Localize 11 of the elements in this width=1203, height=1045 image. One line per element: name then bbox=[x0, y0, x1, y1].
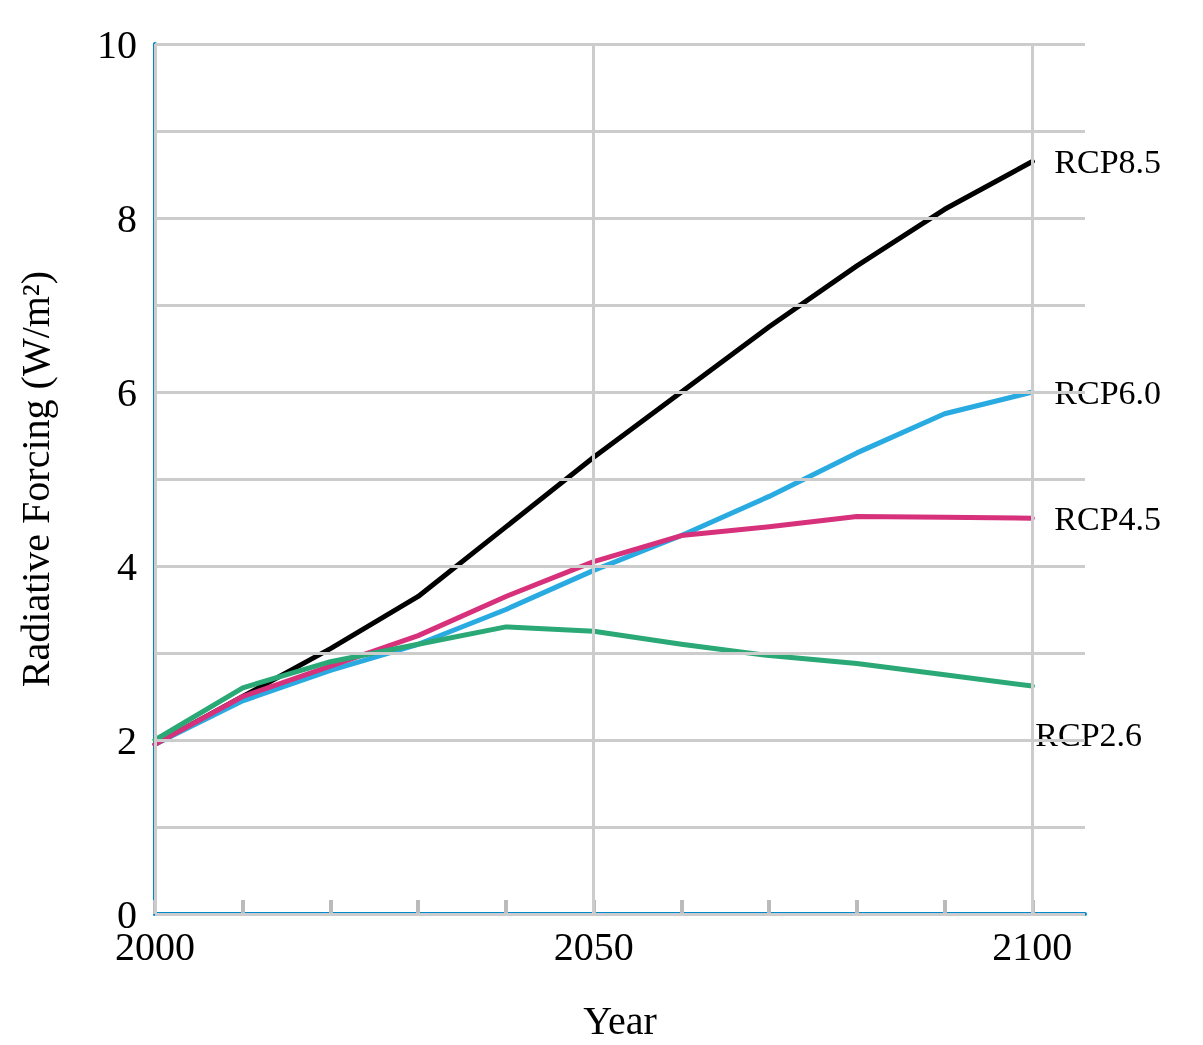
x-axis-title: Year bbox=[583, 997, 657, 1043]
y-tick-label: 8 bbox=[117, 195, 137, 241]
series-label: RCP4.5 bbox=[1054, 499, 1162, 537]
y-tick-label: 10 bbox=[97, 21, 137, 67]
x-tick-label: 2100 bbox=[992, 923, 1073, 969]
y-tick-label: 4 bbox=[117, 543, 137, 589]
y-tick-label: 2 bbox=[117, 717, 137, 763]
series-label: RCP8.5 bbox=[1054, 142, 1162, 180]
x-tick-label: 2050 bbox=[553, 923, 634, 969]
y-tick-label: 6 bbox=[117, 369, 137, 415]
y-axis-title: Radiative Forcing (W/m²) bbox=[12, 270, 58, 688]
